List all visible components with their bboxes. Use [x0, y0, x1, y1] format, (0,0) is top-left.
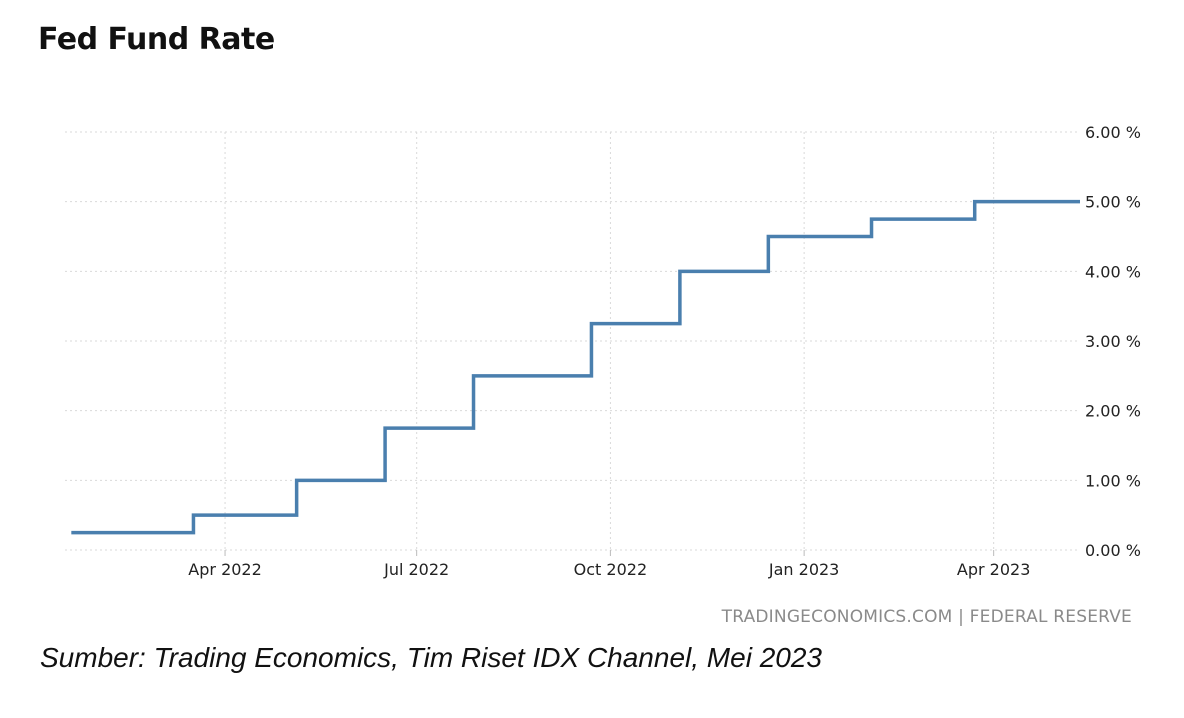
chart-title: Fed Fund Rate	[38, 22, 275, 57]
x-tick-label: Jul 2022	[383, 560, 449, 579]
y-tick-label: 5.00 %	[1085, 193, 1141, 212]
series-layer	[71, 199, 1080, 535]
x-tick-label: Apr 2022	[188, 560, 261, 579]
y-tick-label: 4.00 %	[1085, 262, 1141, 281]
chart-source-label: TRADINGECONOMICS.COM | FEDERAL RESERVE	[721, 607, 1132, 627]
series-line	[71, 199, 1080, 535]
y-tick-label: 0.00 %	[1085, 541, 1141, 560]
x-tick-label: Apr 2023	[957, 560, 1030, 579]
caption: Sumber: Trading Economics, Tim Riset IDX…	[40, 642, 822, 673]
y-tick-label: 2.00 %	[1085, 402, 1141, 421]
y-tick-label: 6.00 %	[1085, 123, 1141, 142]
x-tick-label: Oct 2022	[574, 560, 647, 579]
x-tick-label: Jan 2023	[768, 560, 839, 579]
y-tick-label: 3.00 %	[1085, 332, 1141, 351]
tick-layer: 0.00 % 1.00 % 2.00 % 3.00 % 4.00 % 5.00 % 6.00…	[188, 123, 1141, 579]
grid-layer	[65, 131, 1080, 551]
y-tick-label: 1.00 %	[1085, 471, 1141, 490]
